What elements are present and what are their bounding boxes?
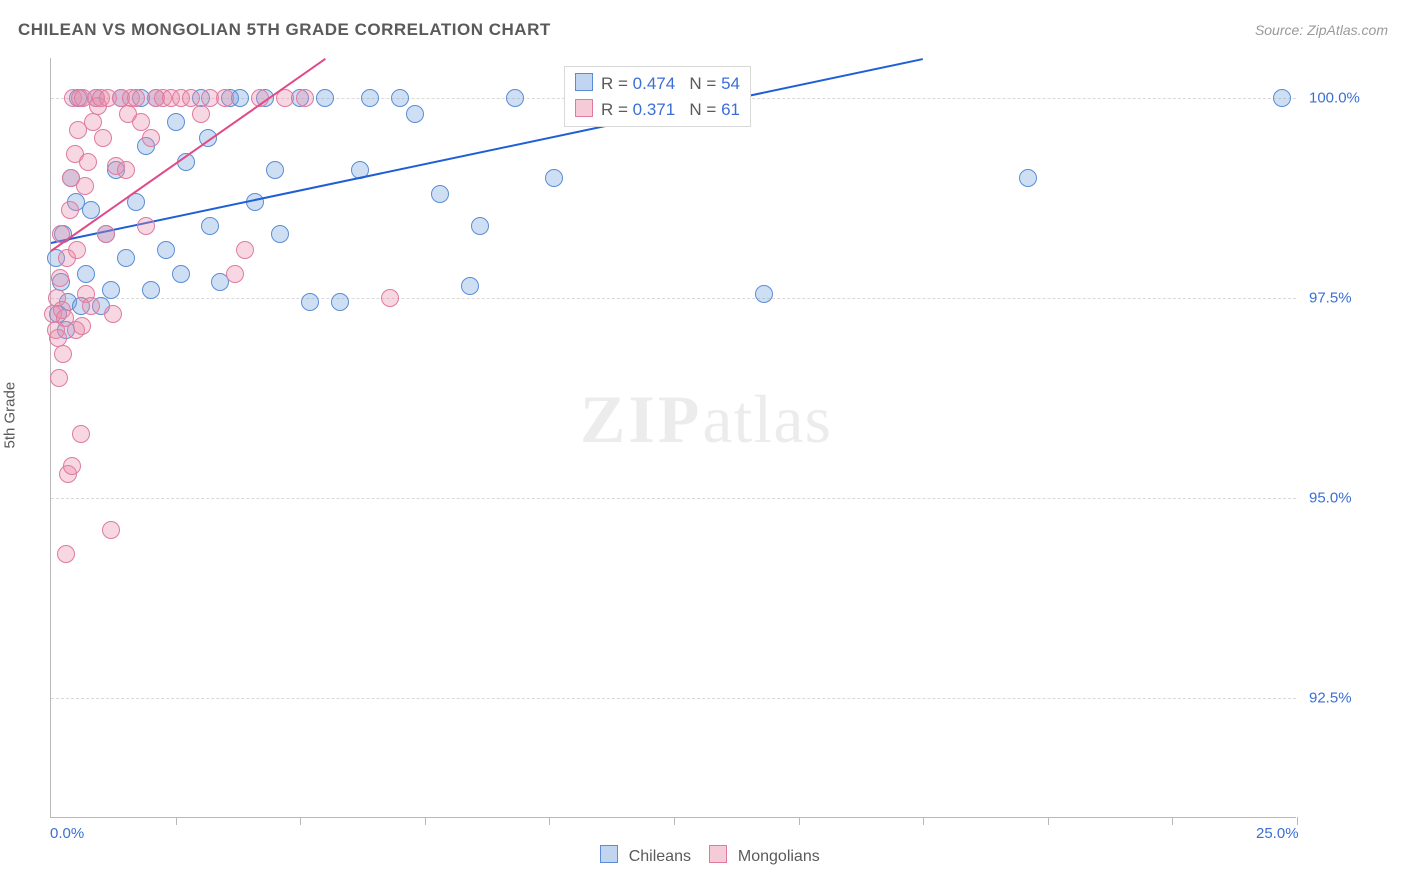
data-point-a — [271, 225, 289, 243]
data-point-b — [79, 153, 97, 171]
x-tick — [425, 817, 426, 825]
y-tick-label: 100.0% — [1309, 90, 1360, 107]
data-point-b — [192, 105, 210, 123]
data-point-b — [73, 317, 91, 335]
data-point-b — [97, 225, 115, 243]
legend-r-label: R = — [601, 100, 628, 119]
data-point-b — [132, 113, 150, 131]
data-point-b — [68, 241, 86, 259]
gridline — [51, 498, 1296, 499]
data-point-a — [755, 285, 773, 303]
data-point-b — [296, 89, 314, 107]
data-point-b — [137, 217, 155, 235]
legend-label-mongolians: Mongolians — [738, 848, 820, 865]
x-tick — [1048, 817, 1049, 825]
data-point-b — [226, 265, 244, 283]
data-point-b — [216, 89, 234, 107]
data-point-a — [77, 265, 95, 283]
data-point-b — [50, 369, 68, 387]
data-point-a — [1019, 169, 1037, 187]
data-point-b — [381, 289, 399, 307]
data-point-a — [471, 217, 489, 235]
x-tick — [923, 817, 924, 825]
legend-r-value-a: 0.474 — [633, 74, 676, 93]
x-tick-label: 25.0% — [1256, 825, 1299, 842]
data-point-b — [72, 425, 90, 443]
x-tick — [300, 817, 301, 825]
data-point-a — [406, 105, 424, 123]
data-point-a — [117, 249, 135, 267]
x-tick — [1172, 817, 1173, 825]
data-point-a — [1273, 89, 1291, 107]
data-point-a — [506, 89, 524, 107]
x-tick — [674, 817, 675, 825]
data-point-a — [167, 113, 185, 131]
legend-swatch-a-icon — [575, 73, 593, 91]
x-tick — [799, 817, 800, 825]
data-point-b — [63, 457, 81, 475]
data-point-a — [142, 281, 160, 299]
legend-n-value-b: 61 — [721, 100, 740, 119]
chart-source: Source: ZipAtlas.com — [1255, 22, 1388, 38]
data-point-b — [182, 89, 200, 107]
x-tick — [1297, 817, 1298, 825]
data-point-a — [316, 89, 334, 107]
legend-swatch-mongolians — [709, 845, 727, 863]
data-point-a — [266, 161, 284, 179]
data-point-a — [545, 169, 563, 187]
trendline-a — [51, 58, 924, 244]
correlation-legend: R = 0.474 N = 54R = 0.371 N = 61 — [564, 66, 751, 127]
data-point-a — [431, 185, 449, 203]
gridline — [51, 698, 1296, 699]
x-tick-label: 0.0% — [50, 825, 84, 842]
data-point-b — [236, 241, 254, 259]
data-point-b — [102, 521, 120, 539]
data-point-a — [361, 89, 379, 107]
data-point-b — [142, 129, 160, 147]
data-point-a — [201, 217, 219, 235]
y-axis-title: 5th Grade — [2, 382, 19, 449]
data-point-b — [61, 201, 79, 219]
data-point-a — [461, 277, 479, 295]
data-point-a — [301, 293, 319, 311]
data-point-b — [117, 161, 135, 179]
legend-swatch-chileans — [600, 845, 618, 863]
series-legend: Chileans Mongolians — [0, 845, 1406, 866]
x-tick — [549, 817, 550, 825]
data-point-b — [57, 545, 75, 563]
data-point-b — [54, 345, 72, 363]
legend-n-label: N = — [689, 100, 716, 119]
legend-n-label: N = — [689, 74, 716, 93]
x-tick — [176, 817, 177, 825]
data-point-a — [391, 89, 409, 107]
y-tick-label: 97.5% — [1309, 290, 1352, 307]
legend-n-value-a: 54 — [721, 74, 740, 93]
chart-title: CHILEAN VS MONGOLIAN 5TH GRADE CORRELATI… — [18, 20, 551, 40]
data-point-b — [127, 89, 145, 107]
legend-row-a: R = 0.474 N = 54 — [575, 71, 740, 97]
data-point-a — [172, 265, 190, 283]
scatter-plot-area: 92.5%95.0%97.5%100.0% — [50, 58, 1296, 818]
y-tick-label: 92.5% — [1309, 690, 1352, 707]
data-point-b — [84, 113, 102, 131]
data-point-b — [76, 177, 94, 195]
legend-r-label: R = — [601, 74, 628, 93]
data-point-b — [94, 129, 112, 147]
data-point-b — [82, 297, 100, 315]
legend-row-b: R = 0.371 N = 61 — [575, 97, 740, 123]
data-point-a — [331, 293, 349, 311]
data-point-b — [51, 269, 69, 287]
legend-swatch-b-icon — [575, 99, 593, 117]
y-tick-label: 95.0% — [1309, 490, 1352, 507]
legend-label-chileans: Chileans — [629, 848, 691, 865]
legend-r-value-b: 0.371 — [633, 100, 676, 119]
data-point-a — [102, 281, 120, 299]
gridline — [51, 298, 1296, 299]
data-point-b — [104, 305, 122, 323]
data-point-a — [157, 241, 175, 259]
